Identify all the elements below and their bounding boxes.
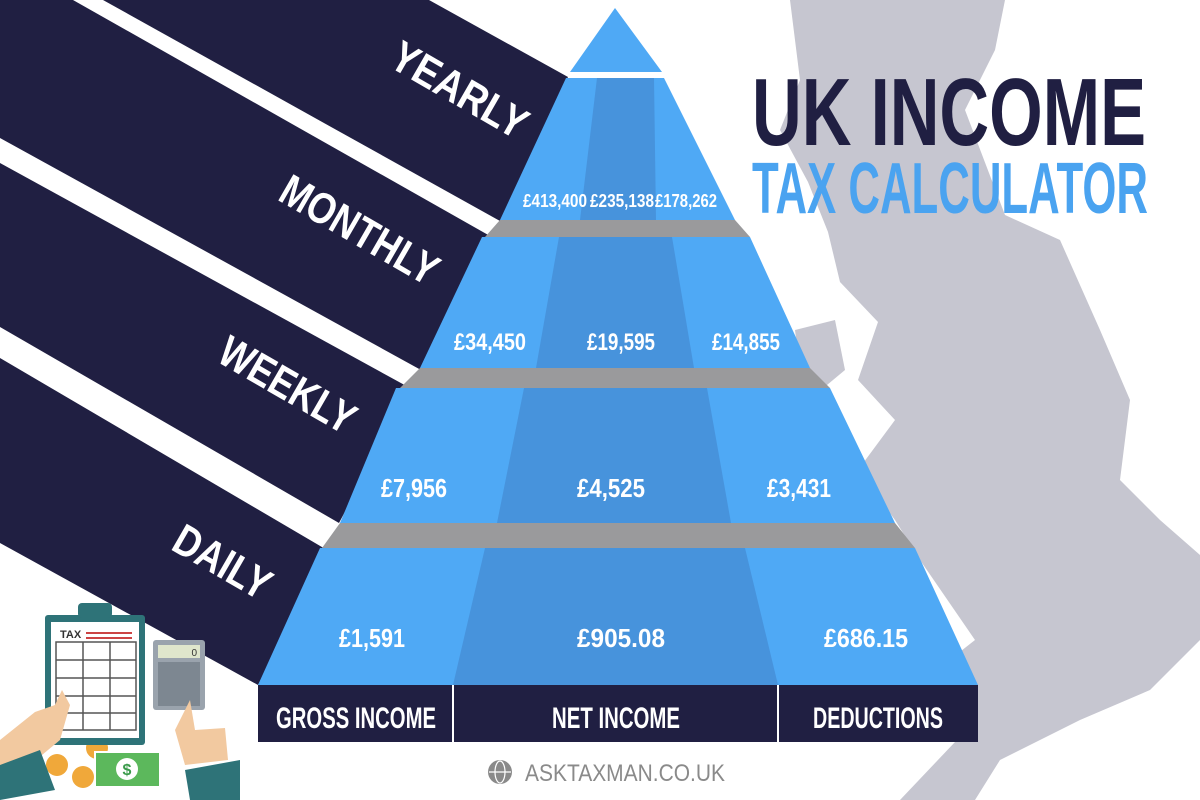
weekly-net: £4,525	[577, 473, 645, 503]
gray-band-1	[485, 220, 750, 237]
left-hand	[0, 690, 70, 780]
clipboard-underline	[86, 632, 132, 634]
column-deductions: DEDUCTIONS	[813, 702, 943, 735]
yearly-net: £235,138	[590, 191, 654, 211]
net-column-weekly	[497, 388, 731, 523]
weekly-deductions: £3,431	[767, 473, 831, 503]
gray-band-3	[322, 523, 915, 548]
weekly-gross: £7,956	[381, 473, 447, 503]
tax-illustration: $ TAX 0	[0, 603, 240, 800]
net-column-yearly	[580, 78, 656, 220]
stripe-yearly	[103, 0, 568, 221]
gray-band-2	[400, 368, 830, 388]
daily-deductions: £686.15	[824, 623, 908, 653]
yearly-gross: £413,400	[523, 191, 587, 211]
title-line2: TAX CALCULATOR	[752, 149, 1148, 229]
monthly-deductions: £14,855	[712, 329, 780, 356]
clipboard-label: TAX	[60, 629, 82, 641]
monthly-gross: £34,450	[454, 329, 526, 356]
stripe-daily	[0, 358, 327, 685]
pyramid	[258, 8, 978, 685]
daily-gross: £1,591	[339, 623, 405, 653]
column-gross-income: GROSS INCOME	[276, 702, 436, 735]
globe-lines	[489, 760, 511, 784]
dollar-icon	[116, 758, 138, 780]
pyramid-apex	[570, 8, 662, 72]
calculator-display-value: 0	[191, 648, 197, 659]
coin-icon	[46, 754, 68, 776]
monthly-net: £19,595	[587, 329, 655, 356]
stripe-weekly	[0, 163, 410, 523]
yearly-deductions: £178,262	[655, 191, 717, 211]
uk-map	[780, 0, 1200, 800]
daily-net: £905.08	[577, 623, 665, 653]
website-link[interactable]: ASKTAXMAN.CO.UK	[488, 760, 725, 787]
dollar-sign: $	[123, 762, 132, 779]
net-column-daily	[453, 548, 778, 685]
calculator-display	[158, 645, 200, 658]
clipboard-underline	[86, 637, 132, 639]
column-header-bar	[258, 685, 978, 742]
column-net-income: NET INCOME	[552, 702, 680, 735]
left-sleeve	[0, 750, 55, 800]
calculator-keys	[158, 662, 200, 706]
website-text[interactable]: ASKTAXMAN.CO.UK	[525, 760, 725, 787]
column-headers: GROSS INCOME NET INCOME DEDUCTIONS	[258, 685, 978, 742]
right-hand	[175, 700, 228, 765]
stripe-monthly	[0, 0, 490, 370]
coin-icon	[72, 766, 94, 788]
clipboard-clip	[78, 603, 112, 618]
title-line1: UK INCOME	[752, 59, 1146, 166]
clipboard-table	[55, 641, 137, 731]
right-sleeve	[185, 760, 240, 800]
net-column-monthly	[536, 237, 694, 368]
period-stripes	[0, 0, 568, 685]
